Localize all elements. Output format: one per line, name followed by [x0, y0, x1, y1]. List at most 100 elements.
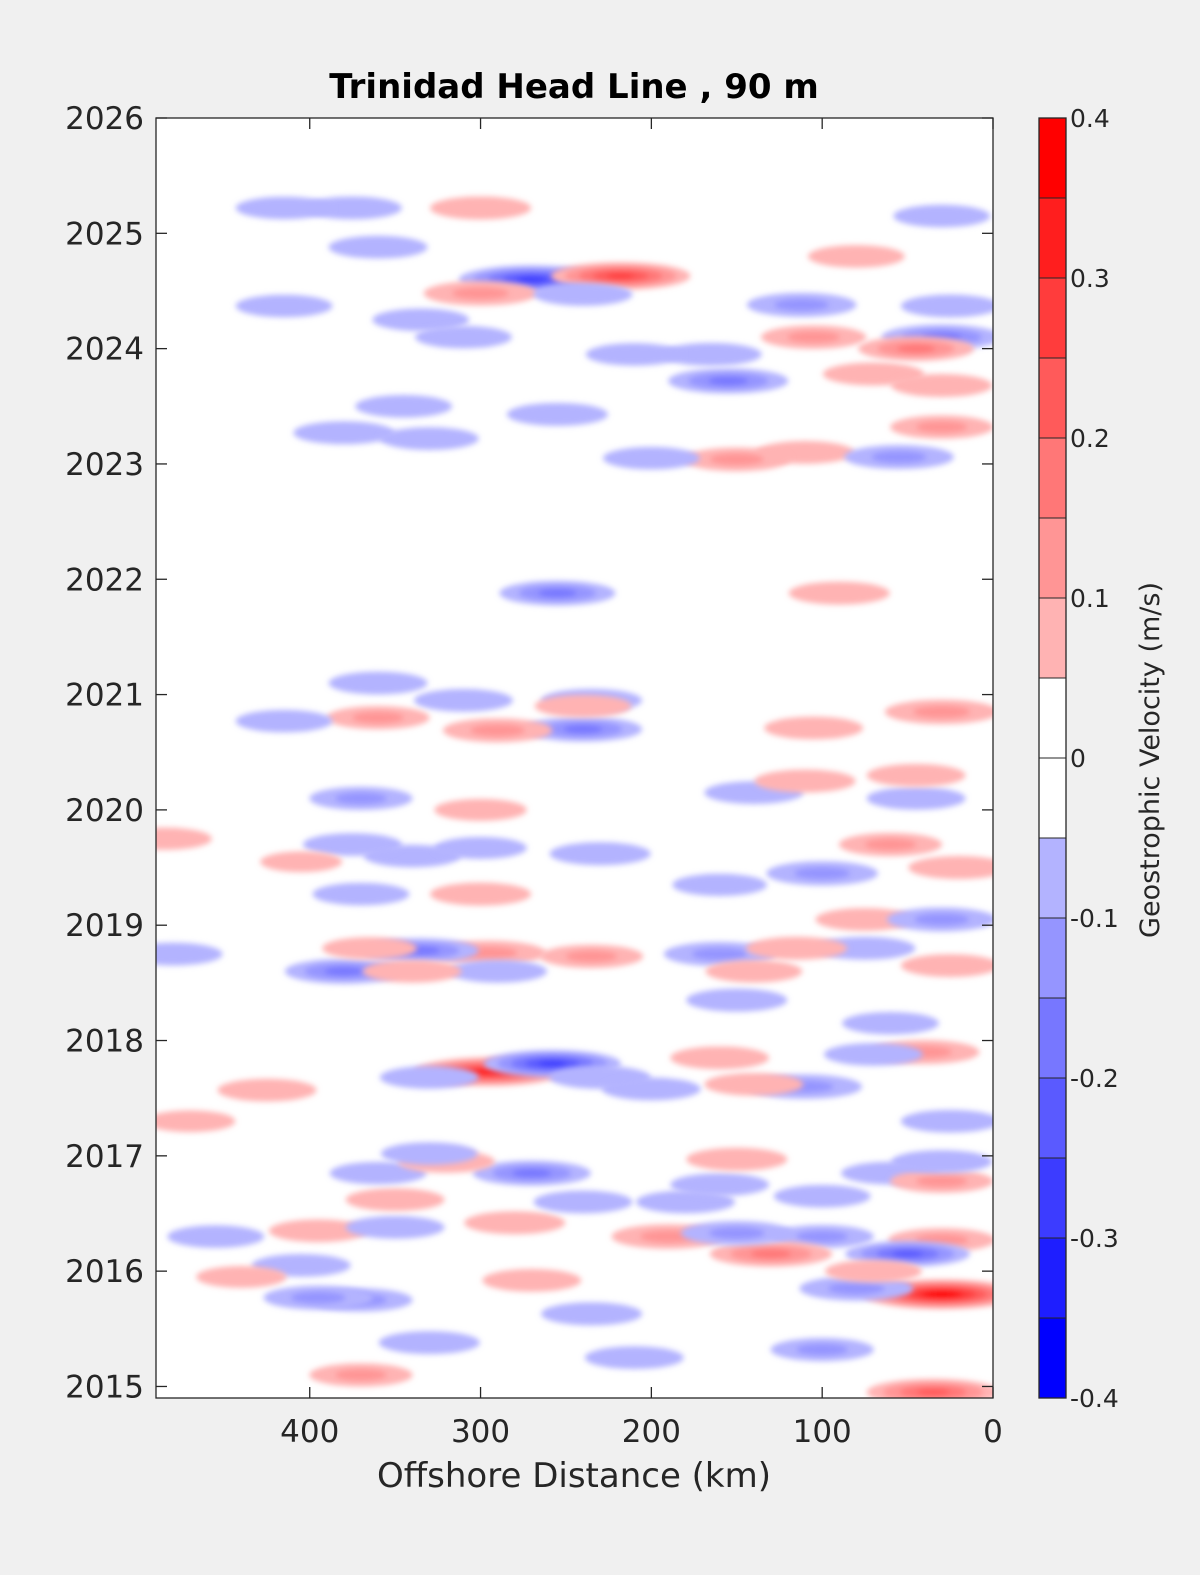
colorbar-band [1039, 118, 1066, 198]
positive-velocity-contour [787, 331, 841, 343]
negative-velocity-contour [773, 1184, 871, 1208]
y-tick-label: 2016 [65, 1254, 144, 1290]
contour-feature [329, 1161, 427, 1185]
contour-feature [415, 325, 512, 349]
negative-velocity-contour [378, 1331, 480, 1355]
contour-feature [442, 718, 553, 743]
negative-velocity-contour [517, 276, 547, 283]
colorbar-band [1039, 758, 1066, 838]
negative-velocity-contour [328, 671, 428, 695]
contour-feature [760, 325, 867, 349]
contour-feature [670, 1046, 770, 1070]
contour-feature [362, 959, 462, 983]
y-tick-label: 2020 [65, 793, 144, 829]
negative-velocity-contour [842, 1011, 939, 1035]
positive-velocity-contour [322, 937, 417, 960]
negative-velocity-contour [328, 235, 428, 259]
contour-feature [379, 1066, 479, 1089]
contour-feature [770, 1337, 874, 1362]
negative-velocity-contour [312, 882, 410, 906]
colorbar-tick-label: 0.4 [1070, 104, 1110, 133]
negative-velocity-contour [512, 1168, 552, 1178]
positive-velocity-contour [750, 1249, 792, 1259]
colorbar-tick-label: -0.4 [1070, 1384, 1119, 1413]
y-tick-label: 2015 [65, 1369, 144, 1405]
contour-feature [312, 882, 410, 906]
contour-feature [636, 1190, 736, 1214]
positive-velocity-contour [670, 1046, 770, 1070]
contour-feature [326, 706, 430, 730]
positive-velocity-contour [745, 936, 848, 960]
contour-feature [601, 1077, 701, 1101]
negative-velocity-contour [329, 1161, 427, 1185]
contour-feature [423, 281, 538, 306]
negative-velocity-contour [293, 421, 395, 445]
contour-feature [686, 988, 788, 1012]
plot-frame [155, 117, 994, 1399]
contour-feature [413, 688, 513, 712]
colorbar-band [1039, 998, 1066, 1078]
negative-velocity-contour [302, 196, 402, 220]
y-tick-label: 2019 [65, 908, 144, 944]
contour-feature [890, 415, 993, 439]
positive-velocity-contour [362, 959, 462, 983]
contour-feature [309, 786, 413, 810]
contour-feature [670, 1173, 770, 1197]
contour-feature [900, 1109, 993, 1133]
contour-feature [434, 836, 527, 859]
contour-feature [472, 1160, 591, 1186]
positive-velocity-contour [915, 421, 968, 433]
positive-velocity-contour [705, 960, 803, 983]
negative-velocity-contour [686, 988, 788, 1012]
contour-feature [773, 1184, 871, 1208]
contour-feature [815, 908, 915, 931]
contour-feature [584, 1346, 684, 1370]
positive-velocity-contour [335, 1369, 387, 1381]
contour-feature [533, 283, 633, 306]
contour-feature [862, 1279, 993, 1310]
contour-feature [380, 1142, 478, 1165]
contour-feature [668, 368, 789, 394]
contour-feature [328, 671, 428, 695]
negative-velocity-contour [506, 402, 609, 426]
colorbar-band [1039, 198, 1066, 278]
colorbar-band [1039, 1078, 1066, 1158]
negative-velocity-contour [290, 1291, 346, 1304]
positive-velocity-contour [565, 950, 618, 963]
contour-feature [539, 944, 644, 968]
contour-feature [549, 842, 651, 866]
negative-velocity-contour [235, 294, 333, 318]
contour-feature [534, 694, 632, 718]
negative-velocity-contour [871, 451, 927, 464]
negative-velocity-contour [355, 395, 453, 418]
chart-title: Trinidad Head Line , 90 m [329, 67, 819, 107]
contour-feature [705, 960, 803, 983]
x-tick-label: 300 [451, 1414, 510, 1450]
negative-velocity-contour [602, 446, 700, 470]
positive-velocity-contour [534, 694, 632, 718]
colorbar-tick-label: 0.1 [1070, 584, 1110, 613]
contour-feature [672, 873, 768, 896]
contour-feature [660, 342, 762, 366]
y-tick-label: 2026 [65, 101, 144, 137]
y-tick-label: 2022 [65, 562, 144, 598]
contour-feature [156, 827, 212, 850]
colorbar-band [1039, 278, 1066, 358]
positive-velocity-contour [807, 245, 905, 268]
y-tick-label: 2023 [65, 447, 144, 483]
contour-feature [858, 336, 975, 362]
colorbar-band [1039, 1318, 1066, 1398]
positive-velocity-contour [452, 287, 510, 300]
contour-feature [890, 1169, 993, 1193]
contour-feature [842, 1011, 939, 1035]
x-tick-label: 100 [793, 1414, 852, 1450]
contour-feature [379, 427, 479, 450]
negative-velocity-contour [345, 1215, 445, 1239]
negative-velocity-contour [448, 959, 548, 983]
negative-velocity-contour [891, 1150, 993, 1174]
contour-feature [378, 1331, 480, 1355]
contour-feature [235, 196, 333, 220]
contour-feature [464, 1211, 566, 1235]
contour-feature [585, 343, 683, 366]
